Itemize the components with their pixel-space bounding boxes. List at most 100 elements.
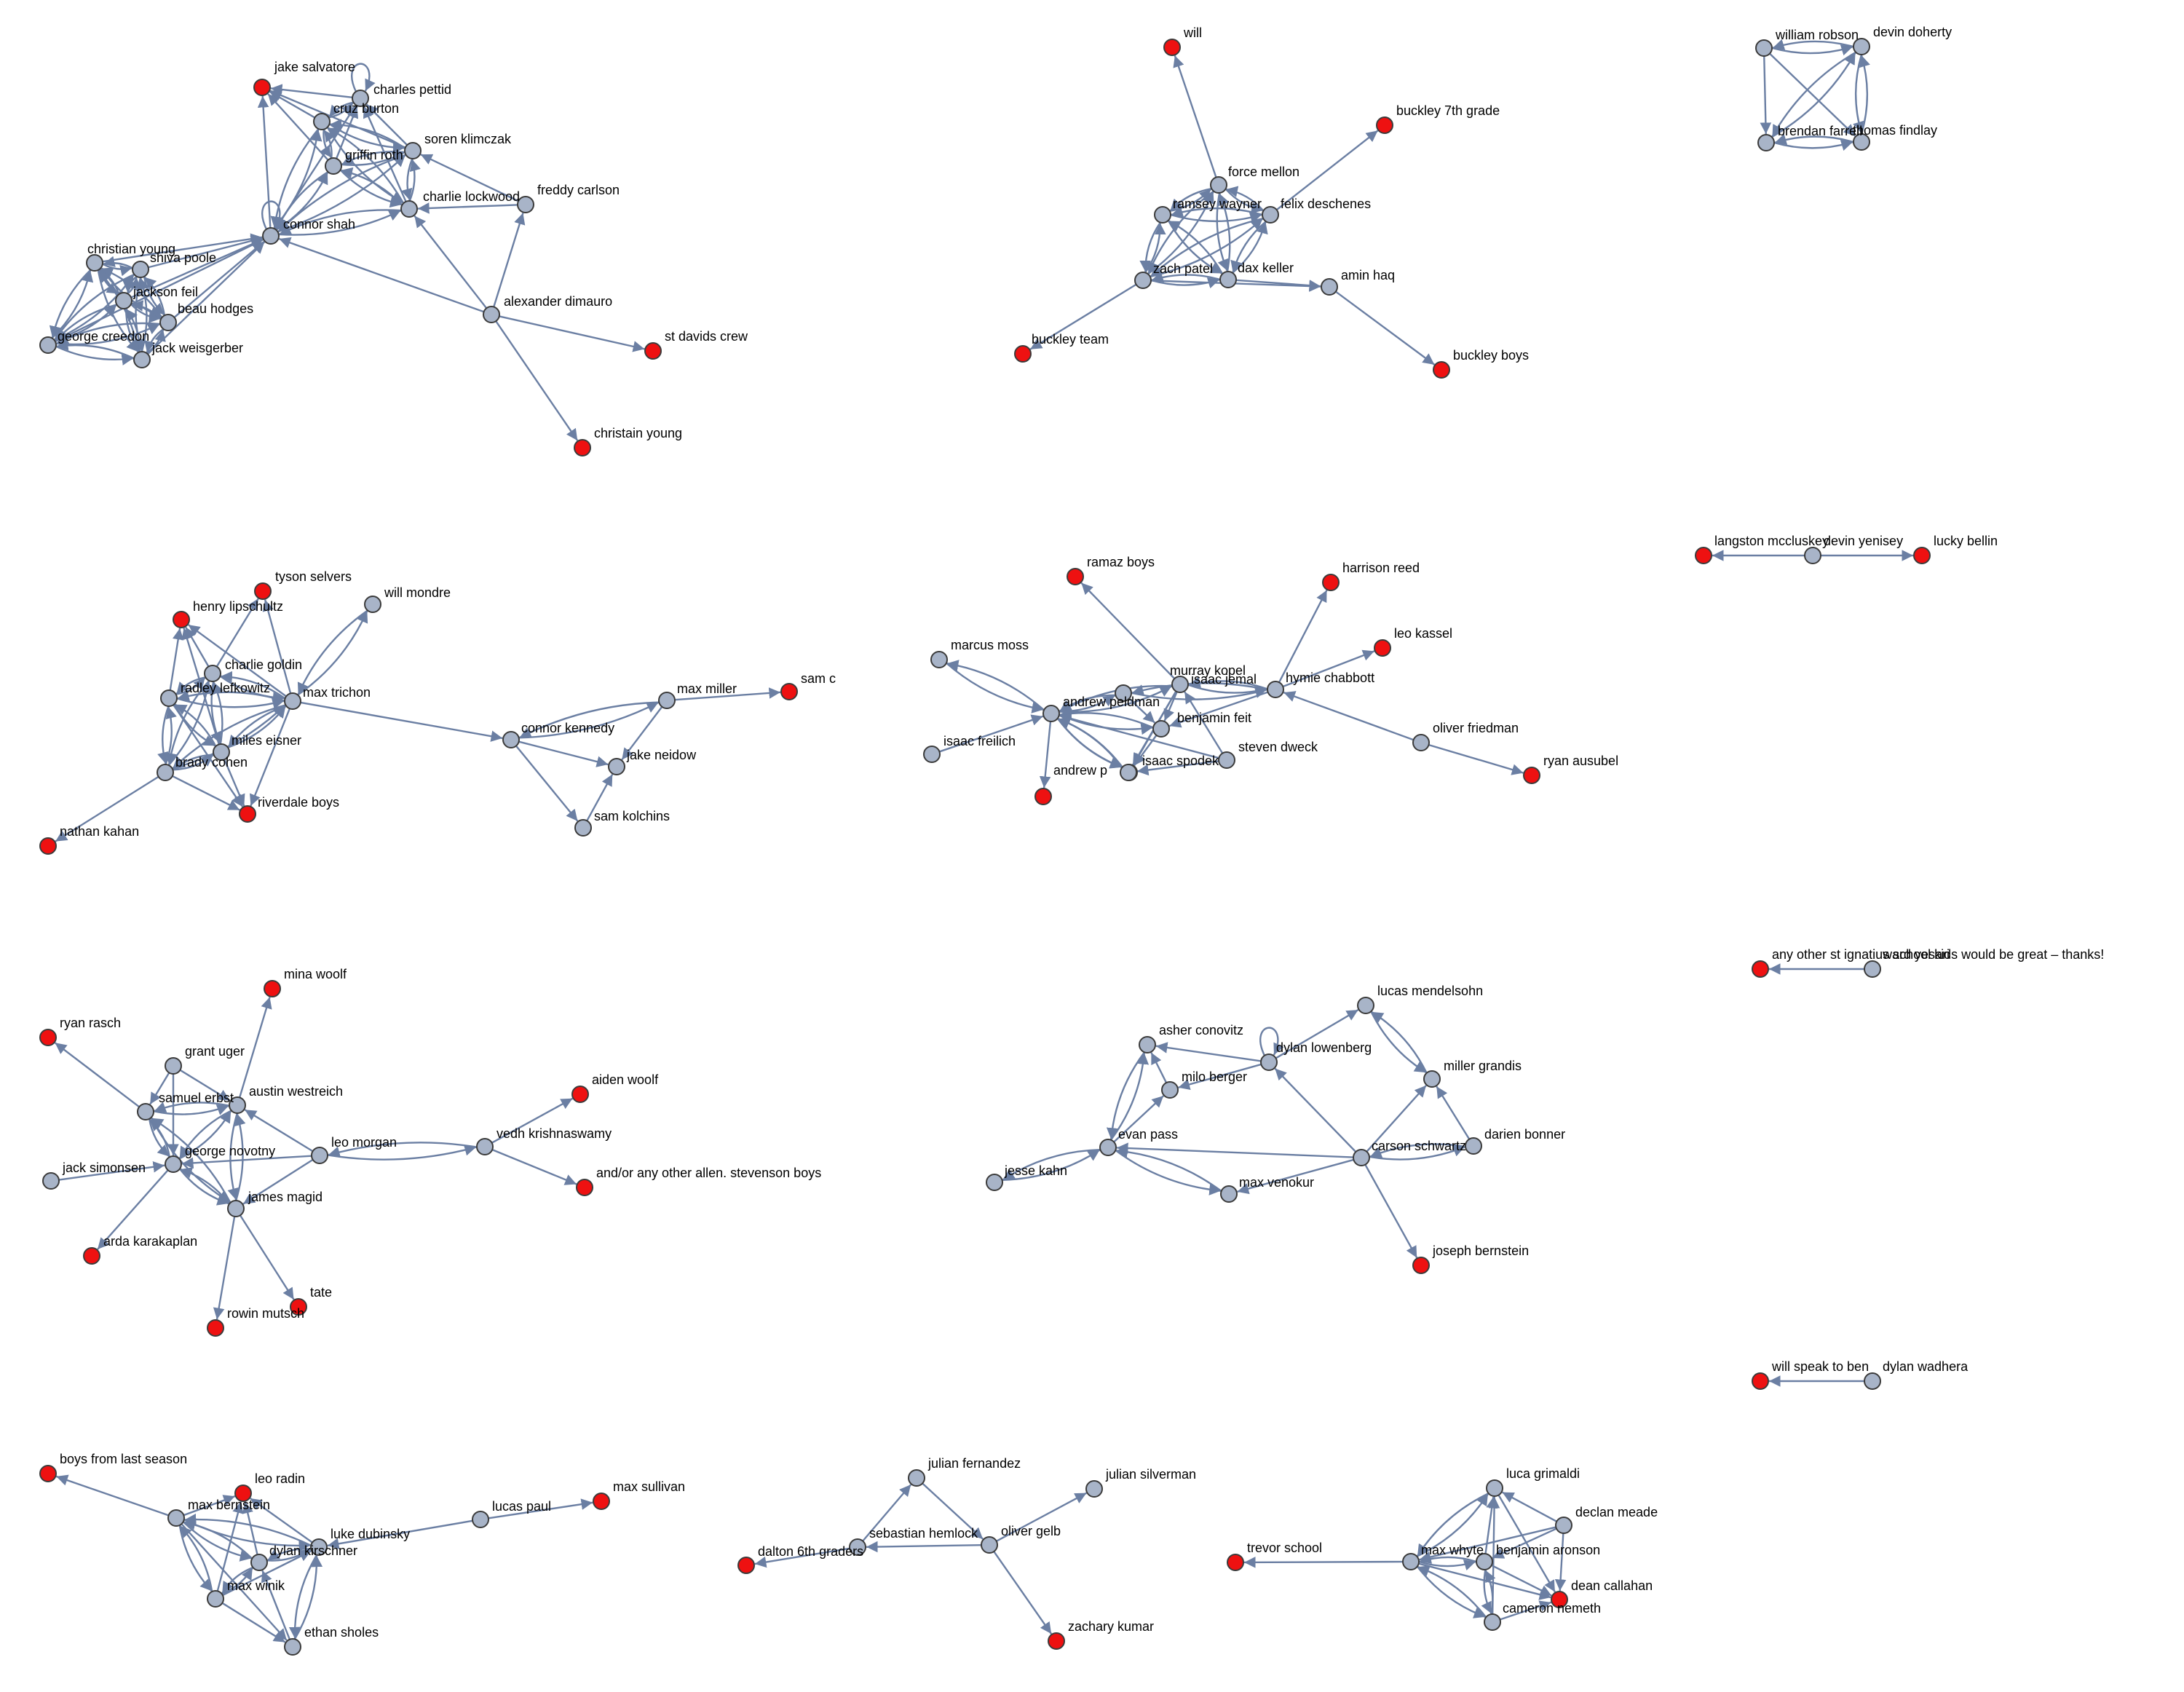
- node-asher-conovitz[interactable]: [1139, 1036, 1156, 1053]
- node-force-mellon[interactable]: [1210, 176, 1227, 194]
- node-will-mondre[interactable]: [364, 596, 381, 613]
- node-sebastian-hemlock[interactable]: [849, 1538, 866, 1556]
- node-mina-woolf[interactable]: [264, 980, 281, 997]
- node-samuel-erbst[interactable]: [137, 1103, 154, 1120]
- node-alexander-dimauro[interactable]: [483, 306, 500, 323]
- node-luke-dubinsky[interactable]: [310, 1538, 328, 1556]
- node-andrew-p-red[interactable]: [1034, 788, 1052, 805]
- node-tate[interactable]: [290, 1298, 307, 1316]
- node-nathan-kahan[interactable]: [39, 837, 57, 855]
- node-darien-bonner[interactable]: [1465, 1137, 1482, 1155]
- node-cameron-nemeth[interactable]: [1484, 1613, 1501, 1631]
- node-dylan-wadhera[interactable]: [1864, 1372, 1881, 1390]
- node-felix-deschenes[interactable]: [1262, 206, 1279, 224]
- node-beau-hodges[interactable]: [159, 314, 177, 331]
- node-ethan-sholes[interactable]: [284, 1638, 301, 1656]
- node-evan-pass[interactable]: [1099, 1139, 1117, 1156]
- node-joseph-bernstein[interactable]: [1412, 1257, 1430, 1274]
- node-luca-grimaldi[interactable]: [1486, 1479, 1503, 1497]
- node-sam-kolchins[interactable]: [574, 819, 592, 837]
- node-oliver-friedman[interactable]: [1412, 734, 1430, 751]
- node-st-ignatius-red[interactable]: [1752, 960, 1769, 978]
- node-will-speak-red[interactable]: [1752, 1372, 1769, 1390]
- node-st-davids-crew[interactable]: [644, 342, 662, 360]
- node-thomas-findlay[interactable]: [1853, 133, 1870, 151]
- node-benjamin-aronson[interactable]: [1476, 1553, 1493, 1570]
- node-max-bernstein[interactable]: [167, 1509, 185, 1527]
- node-allen-stevenson[interactable]: [576, 1179, 593, 1196]
- node-lucas-paul[interactable]: [472, 1511, 489, 1528]
- node-ward-yesari[interactable]: [1864, 960, 1881, 978]
- node-isaac-jemal[interactable]: [1115, 684, 1132, 702]
- node-arda-karakaplan[interactable]: [83, 1247, 100, 1265]
- node-isaac-freilich[interactable]: [923, 746, 941, 763]
- node-julian-silverman[interactable]: [1085, 1480, 1103, 1498]
- node-ryan-rasch[interactable]: [39, 1029, 57, 1046]
- node-jake-salvatore[interactable]: [253, 79, 271, 96]
- node-sam-c[interactable]: [780, 683, 798, 700]
- node-carson-schwartz[interactable]: [1353, 1149, 1370, 1166]
- node-max-trichon[interactable]: [284, 692, 301, 710]
- node-ramaz-boys[interactable]: [1067, 568, 1084, 585]
- node-max-whyte[interactable]: [1402, 1553, 1420, 1570]
- node-dean-callahan[interactable]: [1551, 1591, 1568, 1608]
- node-lucky-bellin[interactable]: [1913, 547, 1931, 564]
- node-shiva-poole[interactable]: [132, 261, 149, 278]
- node-jake-neidow[interactable]: [608, 758, 625, 775]
- node-marcus-moss[interactable]: [930, 651, 948, 668]
- node-connor-shah[interactable]: [262, 227, 280, 245]
- node-will[interactable]: [1163, 39, 1181, 56]
- node-brendan-farrell[interactable]: [1757, 134, 1775, 151]
- node-max-miller[interactable]: [658, 692, 676, 709]
- node-jack-weisgerber[interactable]: [133, 351, 151, 368]
- node-brady-cohen[interactable]: [157, 764, 174, 781]
- node-jesse-kahn[interactable]: [986, 1174, 1003, 1191]
- node-tyson-selvers[interactable]: [254, 582, 272, 600]
- node-oliver-gelb[interactable]: [981, 1536, 998, 1554]
- node-aiden-woolf[interactable]: [571, 1086, 589, 1103]
- node-max-sullivan[interactable]: [593, 1493, 610, 1510]
- node-trevor-school[interactable]: [1227, 1554, 1244, 1571]
- node-max-venokur[interactable]: [1220, 1185, 1238, 1203]
- node-benjamin-feit[interactable]: [1152, 720, 1170, 738]
- node-zachary-kumar[interactable]: [1048, 1632, 1065, 1650]
- node-steven-dweck[interactable]: [1218, 751, 1235, 769]
- node-james-magid[interactable]: [227, 1200, 245, 1217]
- node-george-creedon[interactable]: [39, 336, 57, 354]
- node-rowin-mutsch[interactable]: [207, 1319, 224, 1337]
- node-freddy-carlson[interactable]: [517, 196, 534, 213]
- node-boys-last-season[interactable]: [39, 1465, 57, 1482]
- node-jackson-feil[interactable]: [115, 292, 132, 309]
- node-george-novotny[interactable]: [165, 1155, 182, 1173]
- node-grant-uger[interactable]: [165, 1057, 182, 1075]
- node-leo-morgan[interactable]: [311, 1147, 328, 1164]
- node-dylan-kirschner[interactable]: [250, 1554, 268, 1571]
- node-max-winik[interactable]: [207, 1590, 224, 1608]
- node-ryan-ausubel[interactable]: [1523, 767, 1540, 784]
- node-charlie-lockwood[interactable]: [400, 200, 418, 218]
- node-harrison-reed[interactable]: [1322, 574, 1340, 591]
- node-miller-grandis[interactable]: [1423, 1070, 1441, 1088]
- node-leo-kassel[interactable]: [1374, 639, 1391, 657]
- node-jack-simonsen[interactable]: [42, 1172, 60, 1190]
- node-murray-kopel[interactable]: [1171, 676, 1189, 693]
- node-henry-lipschultz[interactable]: [173, 611, 190, 628]
- node-leo-radin[interactable]: [234, 1485, 252, 1502]
- node-milo-berger[interactable]: [1161, 1081, 1179, 1099]
- node-charles-pettid[interactable]: [352, 90, 369, 107]
- node-andrew-peldman[interactable]: [1042, 705, 1060, 722]
- node-charlie-goldin[interactable]: [204, 665, 221, 682]
- node-buckley-team[interactable]: [1014, 345, 1032, 363]
- node-vedh-krishnaswamy[interactable]: [476, 1138, 494, 1155]
- node-lucas-mendelsohn[interactable]: [1357, 997, 1374, 1014]
- node-ramsey-wayner[interactable]: [1154, 206, 1171, 224]
- node-devin-yenisey[interactable]: [1804, 547, 1821, 564]
- node-connor-kennedy[interactable]: [502, 731, 520, 748]
- node-dalton-6th[interactable]: [737, 1557, 755, 1574]
- node-christian-young[interactable]: [86, 254, 103, 272]
- node-austin-westreich[interactable]: [229, 1096, 246, 1114]
- node-christain-young[interactable]: [574, 439, 591, 456]
- node-buckley-boys[interactable]: [1433, 361, 1450, 379]
- node-dax-keller[interactable]: [1219, 271, 1237, 288]
- node-radley-lefkowitz[interactable]: [160, 689, 178, 707]
